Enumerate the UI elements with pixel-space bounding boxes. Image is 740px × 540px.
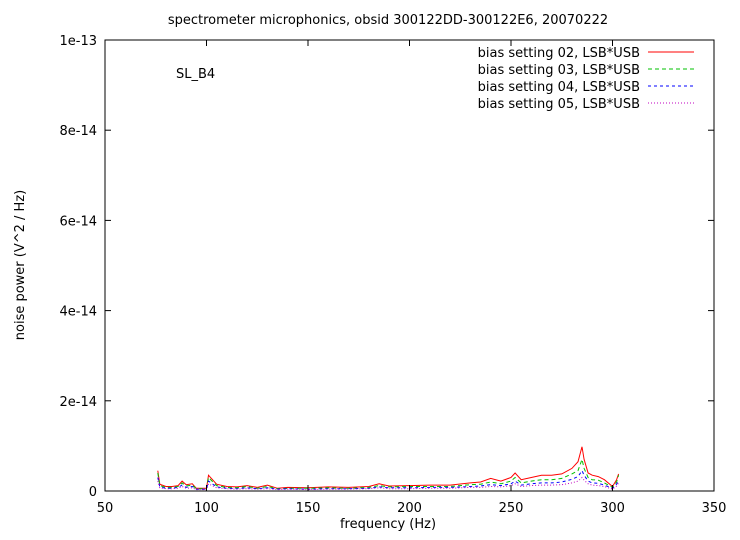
x-tick-label: 50 — [97, 501, 114, 516]
tick-layer: 50 100 150 200 250 300 350 0 2e-14 4e-14 6e-14 8e-1… — [59, 34, 726, 516]
x-tick-label: 350 — [702, 501, 727, 516]
x-tick-label: 250 — [499, 501, 524, 516]
legend-label: bias setting 03, LSB*USB — [478, 63, 640, 78]
y-axis-label: noise power (V^2 / Hz) — [13, 190, 28, 340]
series-line-3 — [157, 469, 620, 490]
y-tick-label: 6e-14 — [59, 214, 97, 229]
series-line-4 — [157, 476, 620, 491]
chart-title: spectrometer microphonics, obsid 300122D… — [168, 13, 608, 28]
y-tick-label: 4e-14 — [59, 305, 97, 320]
y-tick-label: 0 — [89, 485, 97, 500]
series-line-2 — [157, 457, 620, 490]
series-layer — [157, 446, 620, 491]
legend-label: bias setting 02, LSB*USB — [478, 46, 640, 61]
y-tick-label: 8e-14 — [59, 124, 97, 139]
series-line-1 — [157, 446, 620, 489]
y-tick-label: 1e-13 — [59, 34, 97, 49]
x-tick-label: 100 — [194, 501, 219, 516]
legend: bias setting 02, LSB*USB bias setting 03,… — [478, 46, 694, 112]
legend-label: bias setting 05, LSB*USB — [478, 97, 640, 112]
y-tick-label: 2e-14 — [59, 395, 97, 410]
legend-label: bias setting 04, LSB*USB — [478, 80, 640, 95]
x-tick-label: 150 — [296, 501, 321, 516]
annotation-label: SL_B4 — [176, 67, 215, 82]
x-axis-label: frequency (Hz) — [340, 517, 436, 532]
x-tick-label: 300 — [600, 501, 625, 516]
x-tick-label: 200 — [397, 501, 422, 516]
